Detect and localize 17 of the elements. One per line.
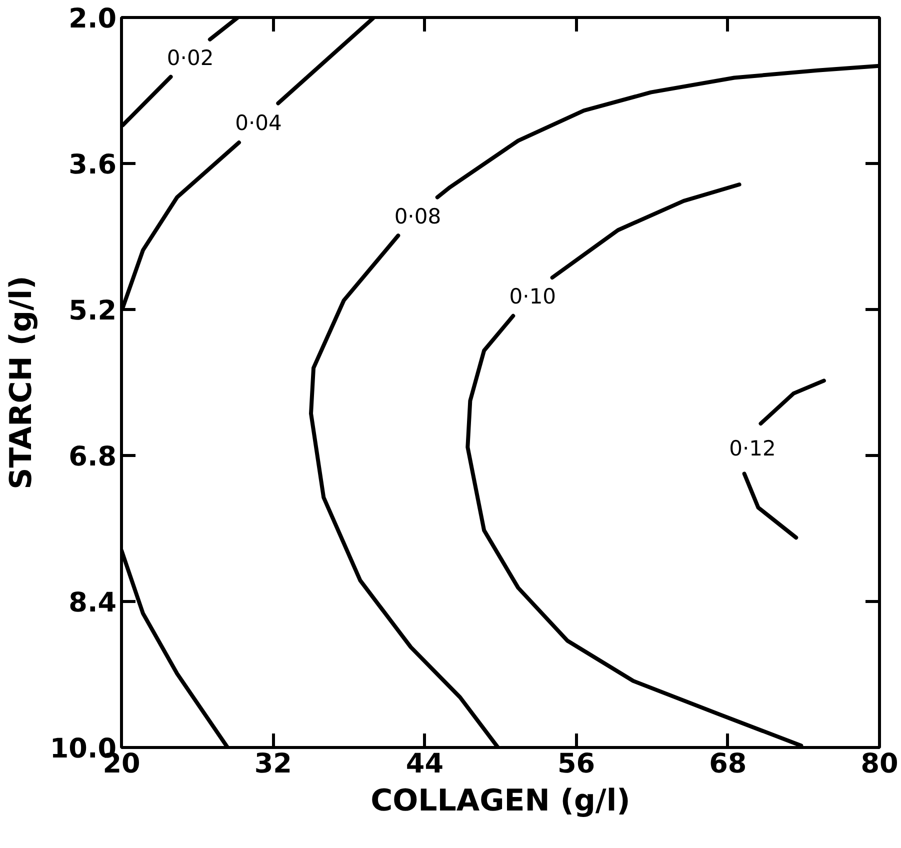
y-tick-label: 5.2 [68, 296, 117, 326]
series-label: 0·12 [729, 436, 776, 461]
x-tick-label: 32 [254, 748, 292, 780]
x-tick-label: 56 [558, 748, 596, 780]
y-tick-label: 2.0 [68, 4, 117, 34]
x-tick-label: 68 [709, 748, 747, 780]
y-tick-label: 6.8 [68, 442, 117, 472]
series-label: 0·02 [166, 46, 214, 70]
y-tick-label: 8.4 [68, 588, 117, 618]
y-axis-title: STARCH (g/l) [4, 276, 39, 490]
x-tick-label: 80 [860, 748, 898, 780]
series-label: 0·04 [235, 110, 282, 135]
x-axis-title: COLLAGEN (g/l) [370, 784, 630, 818]
y-tick-label: 3.6 [68, 150, 117, 180]
x-tick-label: 44 [406, 748, 444, 780]
series-label: 0·10 [509, 284, 556, 309]
series-label: 0·08 [394, 204, 442, 228]
